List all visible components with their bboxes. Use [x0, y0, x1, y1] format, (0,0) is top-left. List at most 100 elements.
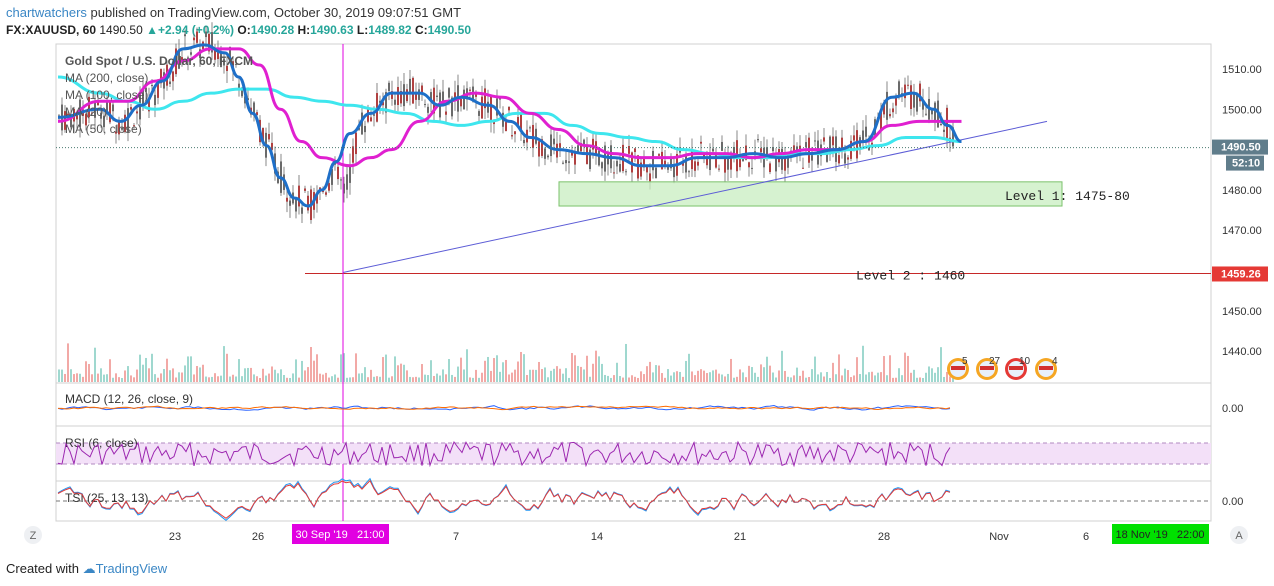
candle-body: [286, 197, 288, 202]
volume-bar: [505, 359, 507, 382]
volume-bar: [664, 377, 666, 382]
volume-bar: [928, 366, 930, 382]
candle-body: [811, 155, 813, 161]
candle-body: [517, 117, 519, 126]
candle-body: [322, 191, 324, 193]
candle-body: [223, 58, 225, 66]
legend-ma200[interactable]: MA (200, close): [65, 71, 148, 85]
volume-bar: [799, 375, 801, 382]
volume-bar: [532, 369, 534, 382]
candle-body: [577, 145, 579, 153]
volume-bar: [262, 368, 264, 382]
candle-body: [499, 98, 501, 100]
volume-bar: [667, 369, 669, 382]
trend-line[interactable]: [342, 120, 1048, 274]
candle-body: [70, 116, 72, 128]
volume-bar: [385, 354, 387, 382]
volume-bar: [577, 365, 579, 382]
candle-body: [109, 101, 111, 123]
rsi-label: RSI (6, close): [65, 436, 138, 450]
volume-bar: [346, 377, 348, 382]
candle-body: [952, 127, 954, 147]
volume-bar: [598, 356, 600, 382]
volume-bar: [757, 376, 759, 382]
volume-bar: [754, 372, 756, 382]
volume-bar: [223, 346, 225, 382]
volume-bar: [760, 364, 762, 382]
volume-bar: [286, 377, 288, 382]
volume-bar: [787, 376, 789, 382]
volume-bar: [91, 374, 93, 382]
volume-bar: [388, 377, 390, 382]
volume-bar: [226, 353, 228, 382]
volume-bar: [316, 354, 318, 382]
candle-body: [181, 57, 183, 61]
auto-scale-button[interactable]: A: [1235, 530, 1243, 542]
candle-body: [145, 87, 147, 92]
candle-body: [919, 83, 921, 102]
zoom-button[interactable]: Z: [30, 530, 37, 542]
candle-body: [733, 146, 735, 157]
volume-bar: [529, 369, 531, 382]
candle-body: [430, 92, 432, 101]
candle-body: [157, 81, 159, 98]
candle-body: [604, 145, 606, 172]
zoom-button-bg[interactable]: [24, 526, 42, 544]
volume-bar: [619, 376, 621, 382]
volume-bar: [379, 376, 381, 382]
volume-bar: [148, 368, 150, 382]
candle-body: [475, 92, 477, 97]
candle-body: [229, 46, 231, 58]
volume-bar: [415, 376, 417, 382]
volume-bar: [622, 377, 624, 382]
tradingview-link[interactable]: TradingView: [95, 561, 168, 576]
volume-bars: [58, 343, 954, 382]
volume-bar: [142, 364, 144, 382]
volume-bar: [802, 370, 804, 382]
volume-bar: [742, 372, 744, 382]
volume-bar: [640, 371, 642, 382]
volume-bar: [574, 355, 576, 382]
candle-body: [244, 96, 246, 104]
footer: Created with ☁TradingView: [6, 561, 167, 577]
publisher-name[interactable]: chartwatchers: [6, 5, 87, 20]
legend-ma20[interactable]: MA (20): [65, 105, 107, 119]
y-tick: 1440.00: [1222, 346, 1262, 358]
volume-bar: [712, 370, 714, 382]
level1-zone[interactable]: [558, 181, 1063, 207]
volume-bar: [259, 377, 261, 382]
volume-bar: [217, 376, 219, 382]
price-axis[interactable]: 1510.001500.001490.001480.001470.001460.…: [1222, 64, 1262, 358]
volume-bar: [367, 377, 369, 382]
volume-bar: [139, 354, 141, 382]
ma200-line: [57, 75, 962, 160]
candle-body: [385, 92, 387, 113]
time-axis[interactable]: 23 26 30 Sep '19 21:00 7 14 21 28 Nov 6 …: [169, 524, 1209, 544]
auto-scale-button-bg[interactable]: [1230, 526, 1248, 544]
candle-body: [397, 87, 399, 105]
y-tick: 1470.00: [1222, 225, 1262, 237]
legend-ma50[interactable]: MA (50, close): [65, 122, 142, 136]
candle-body: [478, 111, 480, 116]
volume-bar: [778, 370, 780, 382]
candle-body: [634, 148, 636, 153]
volume-bar: [835, 374, 837, 382]
candle-body: [727, 153, 729, 170]
tsi-signal-line: [57, 479, 951, 519]
candle-body: [751, 167, 753, 169]
volume-bar: [403, 364, 405, 382]
volume-bar: [265, 375, 267, 382]
volume-bar: [658, 365, 660, 382]
economic-events[interactable]: 5 27 10 4: [947, 356, 1058, 380]
future-date-tag-bg: [1112, 524, 1209, 544]
candle-body: [511, 135, 513, 137]
volume-bar: [646, 366, 648, 382]
candle-body: [262, 127, 264, 141]
legend-ma100[interactable]: MA (100, close): [65, 88, 148, 102]
candle-body: [352, 146, 354, 163]
volume-bar: [232, 374, 234, 382]
volume-bar: [706, 373, 708, 382]
candle-body: [325, 192, 327, 195]
candle-body: [484, 88, 486, 109]
